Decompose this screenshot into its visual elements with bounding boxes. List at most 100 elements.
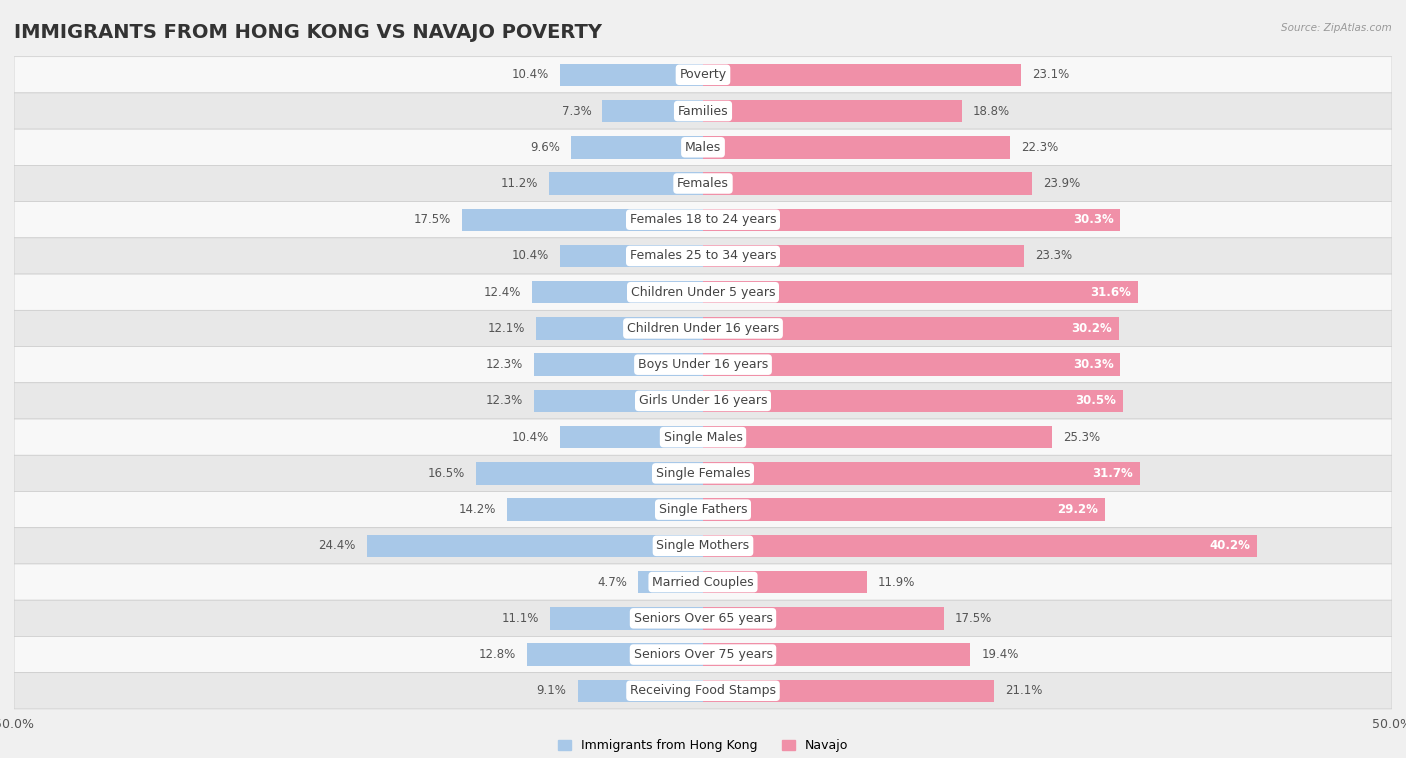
FancyBboxPatch shape: [14, 456, 1392, 491]
FancyBboxPatch shape: [14, 310, 1392, 346]
FancyBboxPatch shape: [14, 202, 1392, 238]
Bar: [703, 462, 1140, 484]
Text: Girls Under 16 years: Girls Under 16 years: [638, 394, 768, 407]
Text: 29.2%: 29.2%: [1057, 503, 1098, 516]
Text: 12.4%: 12.4%: [484, 286, 522, 299]
Text: 21.1%: 21.1%: [1005, 684, 1042, 697]
Text: Children Under 5 years: Children Under 5 years: [631, 286, 775, 299]
Text: 31.6%: 31.6%: [1091, 286, 1132, 299]
Text: 4.7%: 4.7%: [598, 575, 627, 588]
Legend: Immigrants from Hong Kong, Navajo: Immigrants from Hong Kong, Navajo: [558, 740, 848, 753]
Text: Married Couples: Married Couples: [652, 575, 754, 588]
Text: 22.3%: 22.3%: [1021, 141, 1059, 154]
Text: 23.9%: 23.9%: [1043, 177, 1081, 190]
Text: 23.3%: 23.3%: [1035, 249, 1073, 262]
Text: 11.2%: 11.2%: [501, 177, 537, 190]
Bar: [703, 644, 970, 666]
FancyBboxPatch shape: [14, 564, 1392, 600]
FancyBboxPatch shape: [14, 419, 1392, 456]
Text: Single Females: Single Females: [655, 467, 751, 480]
Text: 9.1%: 9.1%: [537, 684, 567, 697]
Text: 40.2%: 40.2%: [1209, 540, 1250, 553]
Bar: [703, 100, 962, 122]
Text: 14.2%: 14.2%: [458, 503, 496, 516]
Text: 12.1%: 12.1%: [488, 322, 526, 335]
Text: 31.7%: 31.7%: [1092, 467, 1133, 480]
Text: Females: Females: [678, 177, 728, 190]
Bar: [560, 426, 703, 449]
FancyBboxPatch shape: [14, 238, 1392, 274]
Bar: [533, 390, 703, 412]
Text: Single Males: Single Males: [664, 431, 742, 443]
Text: 30.2%: 30.2%: [1071, 322, 1112, 335]
Text: 18.8%: 18.8%: [973, 105, 1010, 117]
Bar: [560, 64, 703, 86]
Bar: [703, 281, 1139, 303]
Text: 25.3%: 25.3%: [1063, 431, 1099, 443]
Bar: [703, 607, 945, 630]
Bar: [367, 534, 703, 557]
FancyBboxPatch shape: [14, 57, 1392, 93]
Text: 17.5%: 17.5%: [955, 612, 993, 625]
Text: 10.4%: 10.4%: [512, 249, 548, 262]
FancyBboxPatch shape: [14, 491, 1392, 528]
FancyBboxPatch shape: [14, 165, 1392, 202]
FancyBboxPatch shape: [14, 383, 1392, 419]
Bar: [578, 680, 703, 702]
Text: 17.5%: 17.5%: [413, 213, 451, 226]
FancyBboxPatch shape: [14, 600, 1392, 637]
FancyBboxPatch shape: [14, 528, 1392, 564]
Bar: [475, 462, 703, 484]
Text: Single Mothers: Single Mothers: [657, 540, 749, 553]
Bar: [571, 136, 703, 158]
Text: Receiving Food Stamps: Receiving Food Stamps: [630, 684, 776, 697]
Text: Females 25 to 34 years: Females 25 to 34 years: [630, 249, 776, 262]
Text: Seniors Over 65 years: Seniors Over 65 years: [634, 612, 772, 625]
Text: 23.1%: 23.1%: [1032, 68, 1070, 81]
Bar: [703, 245, 1024, 268]
Bar: [703, 571, 868, 594]
Text: Poverty: Poverty: [679, 68, 727, 81]
Text: 11.1%: 11.1%: [502, 612, 538, 625]
Bar: [548, 172, 703, 195]
Bar: [536, 317, 703, 340]
Text: Single Fathers: Single Fathers: [659, 503, 747, 516]
Text: 16.5%: 16.5%: [427, 467, 464, 480]
Text: Families: Families: [678, 105, 728, 117]
Bar: [703, 64, 1021, 86]
Bar: [508, 498, 703, 521]
Text: 12.8%: 12.8%: [478, 648, 516, 661]
FancyBboxPatch shape: [14, 93, 1392, 129]
Text: Males: Males: [685, 141, 721, 154]
Bar: [703, 390, 1123, 412]
Bar: [531, 281, 703, 303]
Text: Children Under 16 years: Children Under 16 years: [627, 322, 779, 335]
FancyBboxPatch shape: [14, 637, 1392, 672]
Text: 11.9%: 11.9%: [877, 575, 915, 588]
Text: 7.3%: 7.3%: [561, 105, 592, 117]
Bar: [703, 426, 1052, 449]
FancyBboxPatch shape: [14, 274, 1392, 310]
Bar: [703, 680, 994, 702]
Text: 10.4%: 10.4%: [512, 431, 548, 443]
FancyBboxPatch shape: [14, 672, 1392, 709]
Bar: [703, 534, 1257, 557]
FancyBboxPatch shape: [14, 129, 1392, 165]
Text: Boys Under 16 years: Boys Under 16 years: [638, 359, 768, 371]
Text: 12.3%: 12.3%: [485, 394, 523, 407]
Bar: [550, 607, 703, 630]
Bar: [527, 644, 703, 666]
Text: Females 18 to 24 years: Females 18 to 24 years: [630, 213, 776, 226]
Bar: [703, 172, 1032, 195]
Bar: [703, 498, 1105, 521]
Text: 12.3%: 12.3%: [485, 359, 523, 371]
Bar: [638, 571, 703, 594]
FancyBboxPatch shape: [14, 346, 1392, 383]
Bar: [703, 136, 1011, 158]
Bar: [560, 245, 703, 268]
Text: Source: ZipAtlas.com: Source: ZipAtlas.com: [1281, 23, 1392, 33]
Bar: [703, 317, 1119, 340]
Text: 19.4%: 19.4%: [981, 648, 1019, 661]
Bar: [703, 353, 1121, 376]
Text: 30.5%: 30.5%: [1076, 394, 1116, 407]
